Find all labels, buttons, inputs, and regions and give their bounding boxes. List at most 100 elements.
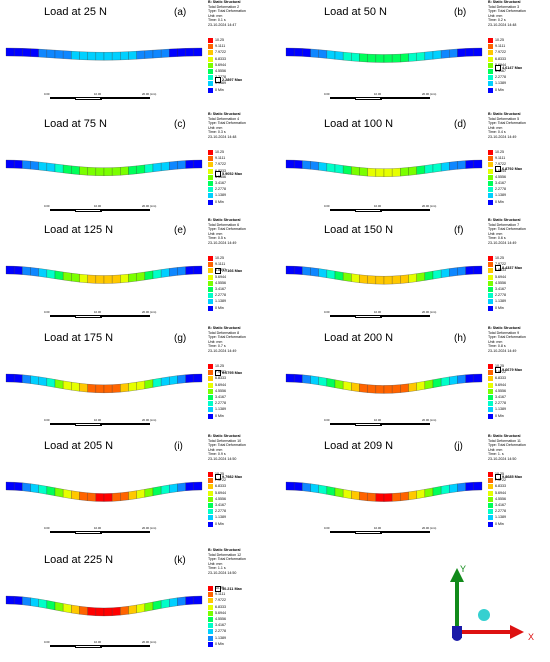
legend-entry: 9.1111 [208,156,225,162]
legend-entry: 6.8333 [208,56,226,62]
color-legend: 10.25 7.9722 6.8333 5.6944 4.5556 3.4167 2.277… [488,472,550,542]
beam-element [120,273,129,284]
panel-title: Load at 209 N [324,440,394,452]
beam-element [5,265,15,275]
result-type: Type: Total Deformation [208,9,246,14]
beam-element [294,266,303,275]
beam-element [465,47,474,57]
beam-element [87,167,96,176]
beam-element [5,159,15,169]
beam-element [359,491,368,501]
beam-element [22,596,31,606]
beam-element [457,160,466,170]
beam-element [408,273,417,283]
analysis-name: B: Static Structural [208,112,241,116]
beam-element [95,493,105,502]
beam-element [14,266,23,275]
scale-tick-label: 10.00 [374,310,381,314]
scale-tick-label: 0.00 [44,526,50,530]
scale-tick-label: 20.00 (mm) [422,418,437,422]
beam-element [449,267,458,277]
legend-entry: 6.8333 [208,376,226,382]
beam-element [432,50,442,60]
beam-element [310,161,319,171]
beam-element [63,164,72,174]
color-legend: 10.25 9.1111 7.9722 6.8333 5.6944 3.4167 2.277… [488,38,550,108]
beam-element [302,374,311,384]
legend-entry: 0 Min [208,413,224,419]
beam-element [473,159,483,169]
beam-element [432,486,442,496]
legend-entry: 1.1389 [208,407,226,413]
beam-element [103,493,113,502]
legend-entry: 2.2778 [488,75,506,81]
legend-entry: 3.4167 [208,287,226,292]
analysis-name: B: Static Structural [208,434,241,438]
result-info: B: Static Structural Total Deformation 6… [208,218,270,246]
beam-element [169,267,178,277]
beam-element [334,379,344,390]
deformed-beam [5,265,203,284]
beam-element [46,600,56,611]
beam-element [177,266,186,276]
color-legend: 10.25 9.1111 6.8333 5.6944 4.5556 3.4167 2.277… [208,256,270,326]
beam-element [87,383,96,393]
beam-element [71,604,80,615]
result-name: Total Deformation 2 [208,4,240,9]
beam-element [318,162,327,172]
beam-element [193,47,203,57]
legend-entry: 7.9722 [488,50,506,56]
beam-element [144,270,154,281]
beam-element [400,274,409,284]
result-info: B: Static Structural Total Deformation 1… [488,434,550,462]
result-type: Type: Total Deformation [208,443,246,448]
beam-element [169,597,178,608]
legend-entry: 1.1389 [488,515,506,521]
result-date: 23-10-2024 14:48 [488,22,517,27]
result-time: Time: 0.4 s [488,130,506,135]
beam-element [103,275,113,284]
beam-element [400,491,409,501]
beam-element [144,601,154,612]
beam-element [375,54,385,63]
panel-a: Load at 25 N (a) B: Static Structural To… [0,0,270,110]
beam-element [128,273,137,283]
scale-bar: 0.00 10.00 20.00 (mm) [324,204,436,214]
beam-element [457,266,466,276]
scale-tick-label: 20.00 (mm) [422,526,437,530]
beam-element [343,272,352,282]
beam-element [38,484,47,495]
legend-entry: 3.4167 [208,623,226,629]
result-unit: Unit: mm [208,561,223,566]
result-date: 23-10-2024 14:50 [208,456,237,461]
scale-tick-label: 20.00 (mm) [142,418,157,422]
beam-element [30,597,39,608]
result-type: Type: Total Deformation [488,335,526,340]
beam-element [87,51,96,61]
legend-entry: 4.5556 [208,617,226,622]
beam-element [112,383,121,393]
result-date: 23-10-2024 14:49 [488,134,517,139]
beam-element [22,160,31,170]
beam-element [408,166,417,176]
beam-element [38,268,47,278]
scale-tick-label: 20.00 (mm) [422,92,437,96]
result-time: Time: 0.6 s [488,236,506,241]
legend-entry: 7.9722 [208,162,226,168]
beam-element [152,486,162,496]
panel-title: Load at 75 N [44,118,107,130]
legend-entry: 5.6944 [208,490,226,496]
scale-tick-label: 0.00 [324,92,330,96]
legend-entry: 2.2778 [208,187,226,193]
panel-letter: (j) [454,441,463,452]
beam-element [473,47,483,57]
deformed-beam [285,47,483,63]
result-unit: Unit: mm [488,13,503,18]
beam-element [63,50,72,60]
beam-element [46,486,56,496]
beam-element [22,374,31,384]
beam-element [30,483,39,494]
beam-element [79,166,88,176]
scale-tick-label: 10.00 [94,92,101,96]
beam-element [128,604,137,615]
